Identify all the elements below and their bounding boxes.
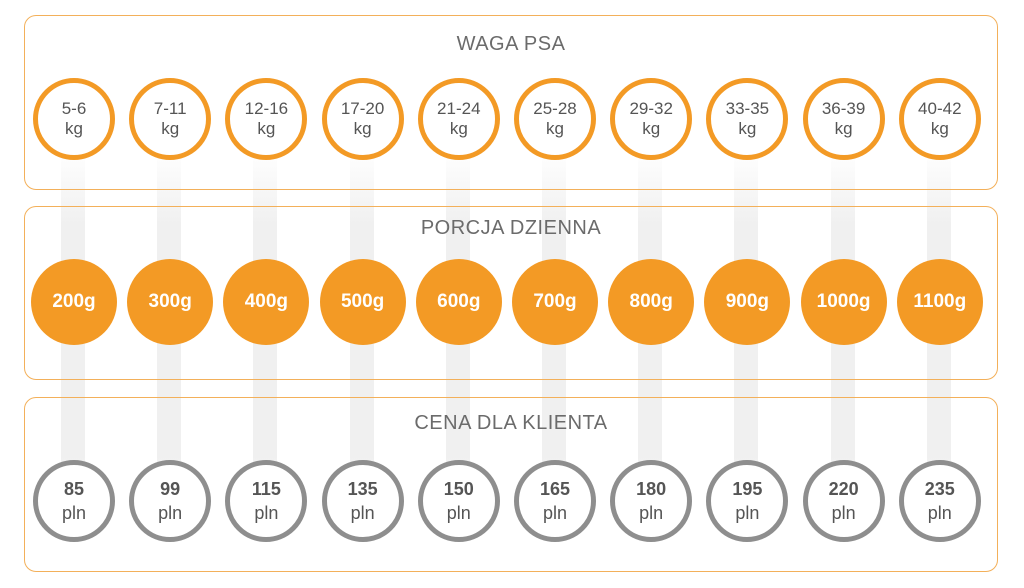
portion-circle: 700g [512,259,598,345]
price-circle: 180 pln [610,460,693,542]
price-value: 195 [732,479,763,499]
price-panel-title: CENA DLA KLIENTA [414,412,608,434]
portion-circle: 1100g [896,259,983,345]
price-row: 85 pln 99 pln 115 pln 135 pln 150 pln 165 pln 180 pln… [25,456,999,546]
weight-circle: 36-39 kg [802,78,885,160]
price-value: 99 [160,479,181,499]
weight-unit: kg [65,119,83,138]
portion-circle: 500g [319,259,406,345]
weight-range: 40-42 [918,99,962,118]
weight-circle: 12-16 kg [225,78,308,160]
price-value: 235 [924,479,955,499]
portion-circle: 1000g [800,259,887,345]
price-unit: pln [927,503,952,523]
weight-unit: kg [449,119,468,138]
weight-range: 5-6 [61,99,87,118]
price-value: 135 [347,479,378,499]
weight-range: 25-28 [533,99,577,118]
price-circle: 135 pln [321,460,404,542]
price-panel: CENA DLA KLIENTA 85 pln 99 pln 115 pln 135 pln 1… [24,397,998,572]
portion-circle: 200g [31,259,117,345]
weight-row: 5-6 kg 7-11 kg 12-16 kg 17-20 kg 21-24 kg 25-28 kg 2… [25,74,999,164]
portion-panel-title: PORCJA DZIENNA [420,217,602,239]
price-unit: pln [254,503,279,523]
price-circle: 99 pln [129,460,212,542]
weight-unit: kg [738,119,757,138]
portion-value: 300g [148,291,192,312]
price-unit: pln [350,503,375,523]
weight-range: 7-11 [153,99,187,118]
weight-circle: 40-42 kg [898,78,981,160]
price-circle: 85 pln [33,460,115,542]
weight-unit: kg [642,119,661,138]
portion-circle: 600g [415,259,502,345]
price-circle: 195 pln [706,460,789,542]
weight-circle: 33-35 kg [706,78,789,160]
weight-range: 21-24 [437,99,481,118]
portion-value: 1000g [816,291,871,312]
price-unit: pln [542,503,568,523]
weight-range: 36-39 [821,99,866,118]
weight-range: 33-35 [725,99,770,118]
price-circle: 165 pln [514,460,596,542]
price-circle: 220 pln [802,460,885,542]
price-unit: pln [446,503,471,523]
weight-range: 29-32 [629,99,673,118]
portion-value: 1100g [913,291,967,312]
price-unit: pln [61,503,87,523]
price-value: 180 [636,479,667,499]
portion-circle: 800g [608,259,695,345]
portion-value: 700g [533,291,577,312]
weight-circle: 21-24 kg [417,78,500,160]
portion-value: 900g [725,291,770,312]
price-unit: pln [158,503,183,523]
weight-circle: 29-32 kg [610,78,693,160]
price-unit: pln [831,503,856,523]
price-value: 150 [443,479,474,499]
price-circle: 235 pln [898,460,981,542]
portion-circle: 300g [127,259,214,345]
portion-panel: PORCJA DZIENNA 200g 300g 400g 500g 600g 700g 8… [24,206,998,380]
price-unit: pln [735,503,760,523]
portion-value: 200g [52,291,96,312]
portion-circle: 900g [704,259,791,345]
weight-panel-title: WAGA PSA [456,33,566,55]
weight-circle: 17-20 kg [321,78,404,160]
portion-value: 600g [437,291,481,312]
portion-value: 500g [340,291,385,312]
weight-panel: WAGA PSA 5-6 kg 7-11 kg 12-16 kg 17-20 kg 21-24 k… [24,15,998,190]
price-circle: 150 pln [417,460,500,542]
weight-unit: kg [834,119,853,138]
weight-unit: kg [353,119,372,138]
price-circle: 115 pln [225,460,308,542]
weight-unit: kg [257,119,276,138]
weight-range: 17-20 [340,99,385,118]
weight-unit: kg [161,119,180,138]
price-unit: pln [639,503,664,523]
price-value: 115 [251,479,281,499]
portion-row: 200g 300g 400g 500g 600g 700g 800g 900g 1000g 110… [25,257,999,347]
weight-circle: 7-11 kg [129,78,212,160]
weight-unit: kg [930,119,949,138]
weight-circle: 5-6 kg [33,78,115,160]
portion-circle: 400g [223,259,310,345]
weight-circle: 25-28 kg [514,78,596,160]
weight-range: 12-16 [244,99,289,118]
price-value: 85 [63,479,85,499]
price-value: 220 [828,479,859,499]
portion-value: 800g [629,291,673,312]
portion-value: 400g [244,291,289,312]
price-value: 165 [539,479,571,499]
weight-unit: kg [546,119,564,138]
